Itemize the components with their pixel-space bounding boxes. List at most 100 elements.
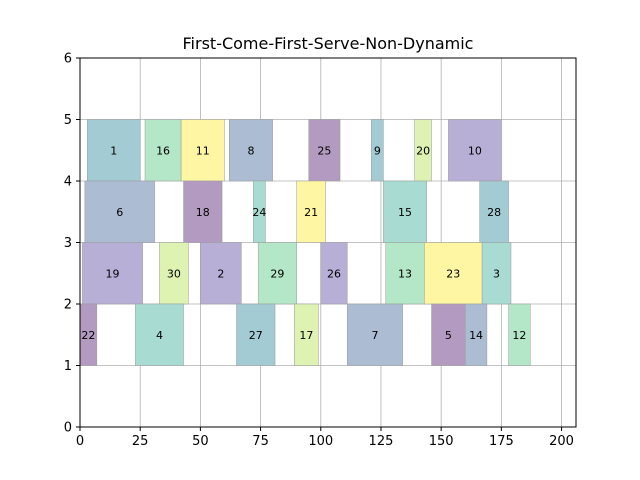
bar-label-13: 13 [398,267,412,280]
bar-label-6: 6 [116,206,123,219]
bar-label-21: 21 [304,206,318,219]
bar-label-18: 18 [196,206,210,219]
bar-segment-16: 16 [144,119,182,182]
bar-label-16: 16 [156,144,170,157]
bar-13 [385,242,425,305]
bar-1 [86,119,141,182]
x-tick-label: 200 [549,434,574,449]
bar-segment-19: 19 [82,242,143,305]
bar-label-15: 15 [398,206,412,219]
bar-29 [257,242,297,305]
y-tick-label: 5 [64,113,72,128]
x-tick-label: 25 [132,434,149,449]
bar-label-12: 12 [512,329,526,342]
bar-label-28: 28 [487,206,501,219]
bar-segment-8: 8 [229,119,273,182]
bar-segment-11: 11 [180,119,225,182]
bar-segment-3: 3 [481,242,512,305]
y-tick-label: 2 [64,298,72,313]
bar-4 [135,303,184,366]
bar-18 [183,180,223,243]
bar-label-20: 20 [416,144,430,157]
bar-6 [84,180,155,243]
bar-segment-9: 9 [371,119,384,182]
bar-label-1: 1 [110,144,117,157]
bar-label-27: 27 [249,329,263,342]
bar-label-5: 5 [445,329,452,342]
x-tick-label: 125 [369,434,394,449]
bar-17 [294,303,319,366]
bar-segment-4: 4 [135,303,184,366]
bar-segment-28: 28 [479,180,509,243]
y-tick-label: 3 [64,236,72,251]
bar-10 [448,119,502,182]
bar-segment-12: 12 [508,303,531,366]
bar-12 [508,303,531,366]
bar-7 [347,303,403,366]
y-tick-label: 1 [64,359,72,374]
x-tick-label: 0 [76,434,84,449]
bar-segment-10: 10 [448,119,502,182]
bar-label-23: 23 [446,267,460,280]
x-tick-label: 75 [252,434,269,449]
bar-segment-25: 25 [308,119,341,182]
bar-segment-5: 5 [431,303,466,366]
bar-27 [236,303,276,366]
bar-segment-29: 29 [257,242,297,305]
bar-label-2: 2 [217,267,224,280]
x-tick-label: 50 [192,434,209,449]
bar-segment-22: 22 [79,303,98,366]
bar-segment-24: 24 [252,180,266,243]
bar-label-7: 7 [371,329,378,342]
bar-8 [229,119,273,182]
bar-label-24: 24 [252,206,266,219]
bar-segment-30: 30 [159,242,189,305]
bar-label-11: 11 [196,144,210,157]
bar-segment-7: 7 [347,303,403,366]
bar-label-30: 30 [167,267,181,280]
bar-segment-26: 26 [320,242,348,305]
bar-26 [320,242,348,305]
y-tick-label: 0 [64,421,72,436]
bar-9 [371,119,384,182]
y-tick-label: 4 [64,175,72,190]
bar-segment-6: 6 [84,180,155,243]
x-tick-label: 150 [429,434,454,449]
bar-segment-27: 27 [236,303,276,366]
x-tick-label: 175 [489,434,514,449]
bar-segment-23: 23 [424,242,483,305]
bar-14 [464,303,488,366]
bar-19 [82,242,143,305]
bar-label-17: 17 [299,329,313,342]
bar-segment-15: 15 [383,180,427,243]
bar-label-10: 10 [468,144,482,157]
bar-16 [144,119,182,182]
bar-25 [308,119,341,182]
bar-segment-20: 20 [414,119,432,182]
y-tick-label: 6 [64,52,72,67]
bar-segment-21: 21 [296,180,326,243]
bar-label-8: 8 [247,144,254,157]
bar-label-26: 26 [327,267,341,280]
bar-21 [296,180,326,243]
bar-label-19: 19 [106,267,120,280]
bar-label-4: 4 [156,329,163,342]
bar-segment-14: 14 [464,303,488,366]
bar-segment-1: 1 [86,119,141,182]
bar-segment-18: 18 [183,180,223,243]
bar-segment-2: 2 [200,242,242,305]
bar-3 [481,242,512,305]
bar-label-29: 29 [270,267,284,280]
bar-30 [159,242,189,305]
bar-segment-13: 13 [385,242,425,305]
bar-segment-17: 17 [294,303,319,366]
bar-label-3: 3 [493,267,500,280]
bar-5 [431,303,466,366]
bar-label-25: 25 [317,144,331,157]
bar-label-9: 9 [374,144,381,157]
bar-label-14: 14 [469,329,483,342]
bar-2 [200,242,242,305]
x-tick-label: 100 [308,434,333,449]
